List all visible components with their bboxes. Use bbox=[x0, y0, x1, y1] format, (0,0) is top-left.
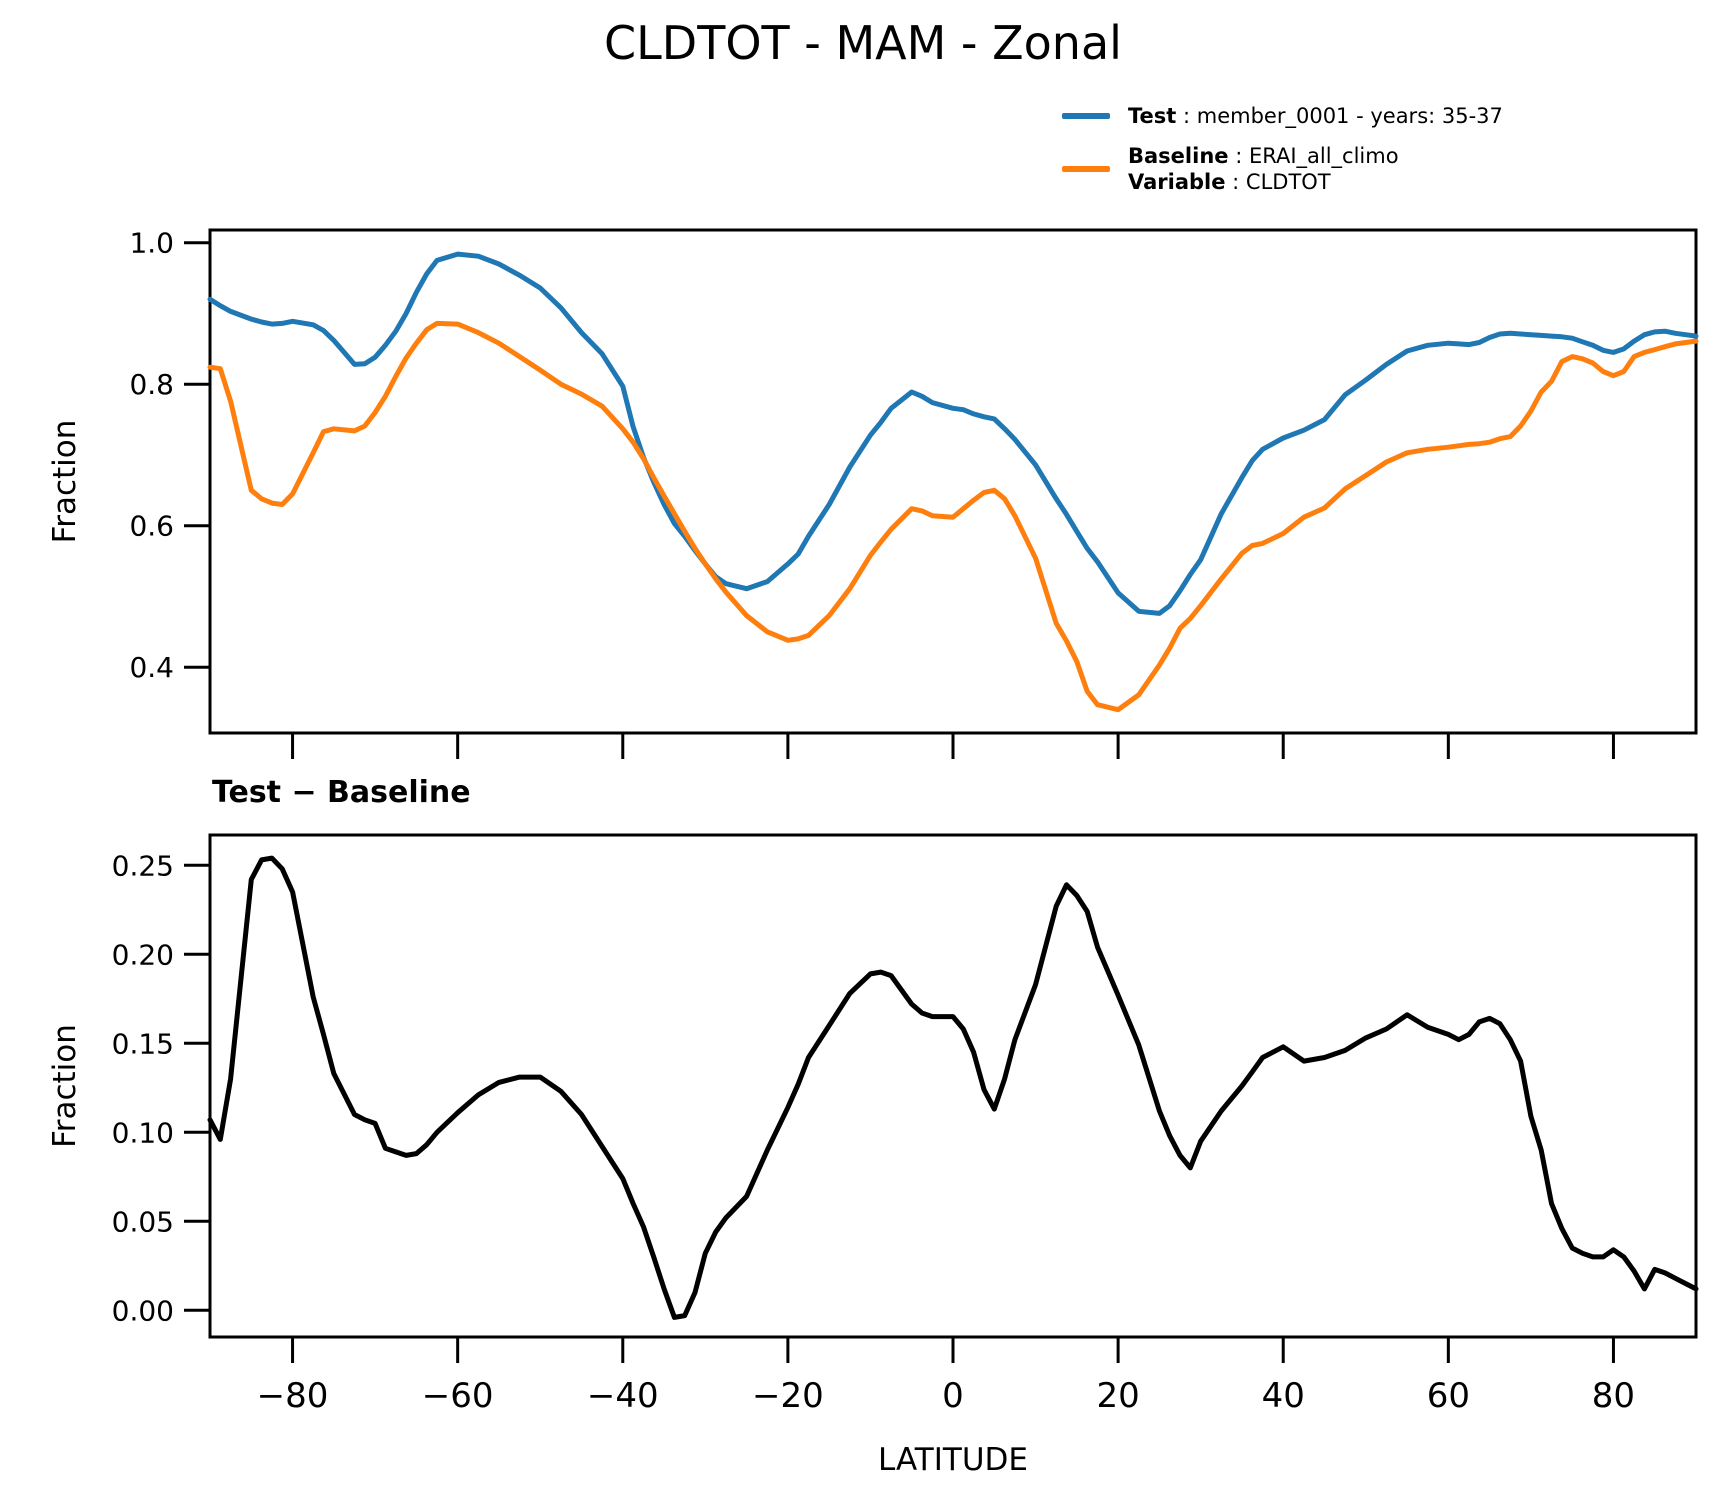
y-tick-label-bottom: 0.00 bbox=[112, 1294, 174, 1327]
x-axis-label: LATITUDE bbox=[878, 1442, 1028, 1478]
y-tick-label-bottom: 0.10 bbox=[112, 1116, 174, 1149]
legend-variable-value: : CLDTOT bbox=[1225, 170, 1331, 194]
y-tick-label-top: 0.4 bbox=[129, 651, 174, 684]
legend-variable-key: Variable bbox=[1128, 170, 1226, 194]
plot-bottom: 0.25 0.20 0.15 0.10 0.05 0.00 −80 −60 −40 −20 0 20 4… bbox=[47, 833, 1699, 1478]
legend-baseline-key: Baseline bbox=[1128, 144, 1229, 168]
legend-test-key: Test bbox=[1128, 104, 1177, 128]
plot-frame-top bbox=[208, 228, 1698, 735]
plot-top: 1.0 0.8 0.6 0.4 Fraction bbox=[47, 227, 1699, 759]
test-line bbox=[207, 251, 1699, 616]
y-tick-label-bottom: 0.20 bbox=[112, 938, 174, 971]
y-tick-label-bottom: 0.25 bbox=[112, 849, 174, 882]
legend-entry-baseline-label: Baseline : ERAI_all_climo Variable : CLD… bbox=[1128, 143, 1399, 195]
y-tick-label-bottom: 0.15 bbox=[112, 1027, 174, 1060]
x-tick-label: 40 bbox=[1262, 1376, 1305, 1416]
y-tick-label-top: 1.0 bbox=[129, 227, 174, 260]
x-tick-label: 20 bbox=[1096, 1376, 1139, 1416]
baseline-line-swatch bbox=[1062, 166, 1110, 172]
x-tick-label: 60 bbox=[1427, 1376, 1470, 1416]
legend-entry-test: Test : member_0001 - years: 35-37 bbox=[1062, 103, 1503, 129]
x-tick-label: −60 bbox=[422, 1376, 494, 1416]
y-axis-label-bottom: Fraction bbox=[47, 1024, 83, 1148]
y-tick-label-top: 0.6 bbox=[129, 510, 174, 543]
legend-entry-baseline: Baseline : ERAI_all_climo Variable : CLD… bbox=[1062, 143, 1503, 195]
legend: Test : member_0001 - years: 35-37 Baseli… bbox=[1062, 103, 1503, 209]
legend-variable-line2: Variable : CLDTOT bbox=[1128, 169, 1399, 195]
y-tick-label-top: 0.8 bbox=[129, 368, 174, 401]
legend-baseline-line1: Baseline : ERAI_all_climo bbox=[1128, 143, 1399, 169]
test-baseline-line bbox=[207, 855, 1699, 1320]
x-tick-label: −20 bbox=[752, 1376, 824, 1416]
test-line-swatch bbox=[1062, 113, 1110, 119]
chart-title: CLDTOT - MAM - Zonal bbox=[604, 16, 1122, 70]
diff-plot-subtitle: Test − Baseline bbox=[212, 775, 471, 810]
baseline-line bbox=[207, 320, 1699, 713]
x-tick-label: −40 bbox=[587, 1376, 659, 1416]
x-tick-label: 80 bbox=[1592, 1376, 1635, 1416]
y-axis-label-top: Fraction bbox=[47, 420, 83, 544]
x-tick-label: −80 bbox=[257, 1376, 329, 1416]
legend-entry-test-label: Test : member_0001 - years: 35-37 bbox=[1128, 103, 1503, 129]
x-tick-label: 0 bbox=[942, 1376, 964, 1416]
legend-baseline-value: : ERAI_all_climo bbox=[1228, 144, 1399, 168]
legend-test-value: : member_0001 - years: 35-37 bbox=[1176, 104, 1503, 128]
y-tick-label-bottom: 0.05 bbox=[112, 1205, 174, 1238]
plot-frame-bottom bbox=[208, 833, 1698, 1339]
